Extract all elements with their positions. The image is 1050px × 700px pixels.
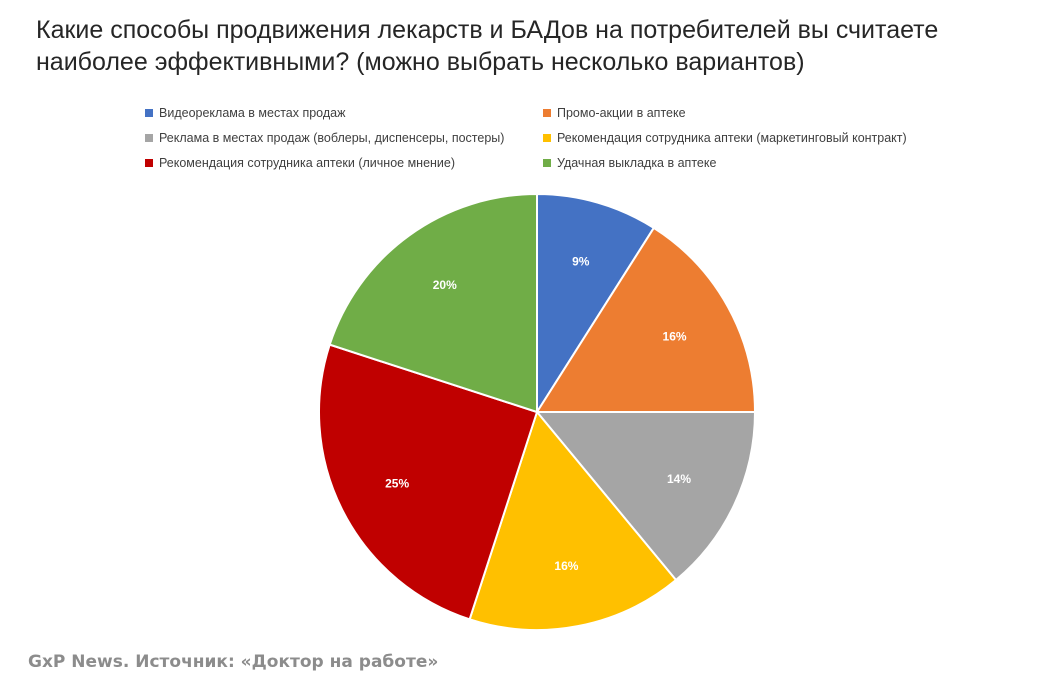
legend-swatch [145,134,153,142]
pie-data-label: 9% [572,254,590,268]
pie-slice-staff-opinion [318,343,539,621]
legend-swatch [543,159,551,167]
pie-data-label: 14% [667,472,691,486]
pie-data-label: 25% [385,476,409,490]
legend-label: Видеореклама в местах продаж [159,106,346,120]
legend-item-pos-ads: Реклама в местах продаж (воблеры, диспен… [145,129,543,147]
chart-legend: Видеореклама в местах продаж Промо-акции… [145,104,985,172]
legend-item-video-ads: Видеореклама в местах продаж [145,104,543,122]
legend-label: Промо-акции в аптеке [557,106,686,120]
legend-item-staff-opinion: Рекомендация сотрудника аптеки (личное м… [145,154,543,172]
pie-slice-promo [535,226,757,413]
source-caption: GxP News. Источник: «Доктор на работе» [28,652,439,672]
pie-data-label: 20% [433,278,457,292]
pie-slice-pos-ads [534,411,757,582]
legend-item-promo: Промо-акции в аптеке [543,104,983,122]
legend-label: Реклама в местах продаж (воблеры, диспен… [159,131,505,145]
pie-slices [318,192,757,631]
pie-slice-video-ads [536,192,656,416]
pie-labels: 9% 16% 14% 16% 25% 20% [385,254,691,573]
legend-swatch [145,109,153,117]
legend-swatch [145,159,153,167]
legend-label: Рекомендация сотрудника аптеки (маркетин… [557,131,907,145]
pie-slice-display [328,192,538,414]
legend-label: Рекомендация сотрудника аптеки (личное м… [159,156,456,170]
pie-data-label: 16% [554,559,578,573]
legend-item-staff-contract: Рекомендация сотрудника аптеки (маркетин… [543,129,983,147]
pie-data-label: 16% [663,329,687,343]
legend-label: Удачная выкладка в аптеке [557,156,717,170]
pie-slice-staff-contract [468,409,678,631]
legend-item-display: Удачная выкладка в аптеке [543,154,983,172]
page-title: Какие способы продвижения лекарств и БАД… [36,16,939,76]
legend-swatch [543,134,551,142]
legend-swatch [543,109,551,117]
